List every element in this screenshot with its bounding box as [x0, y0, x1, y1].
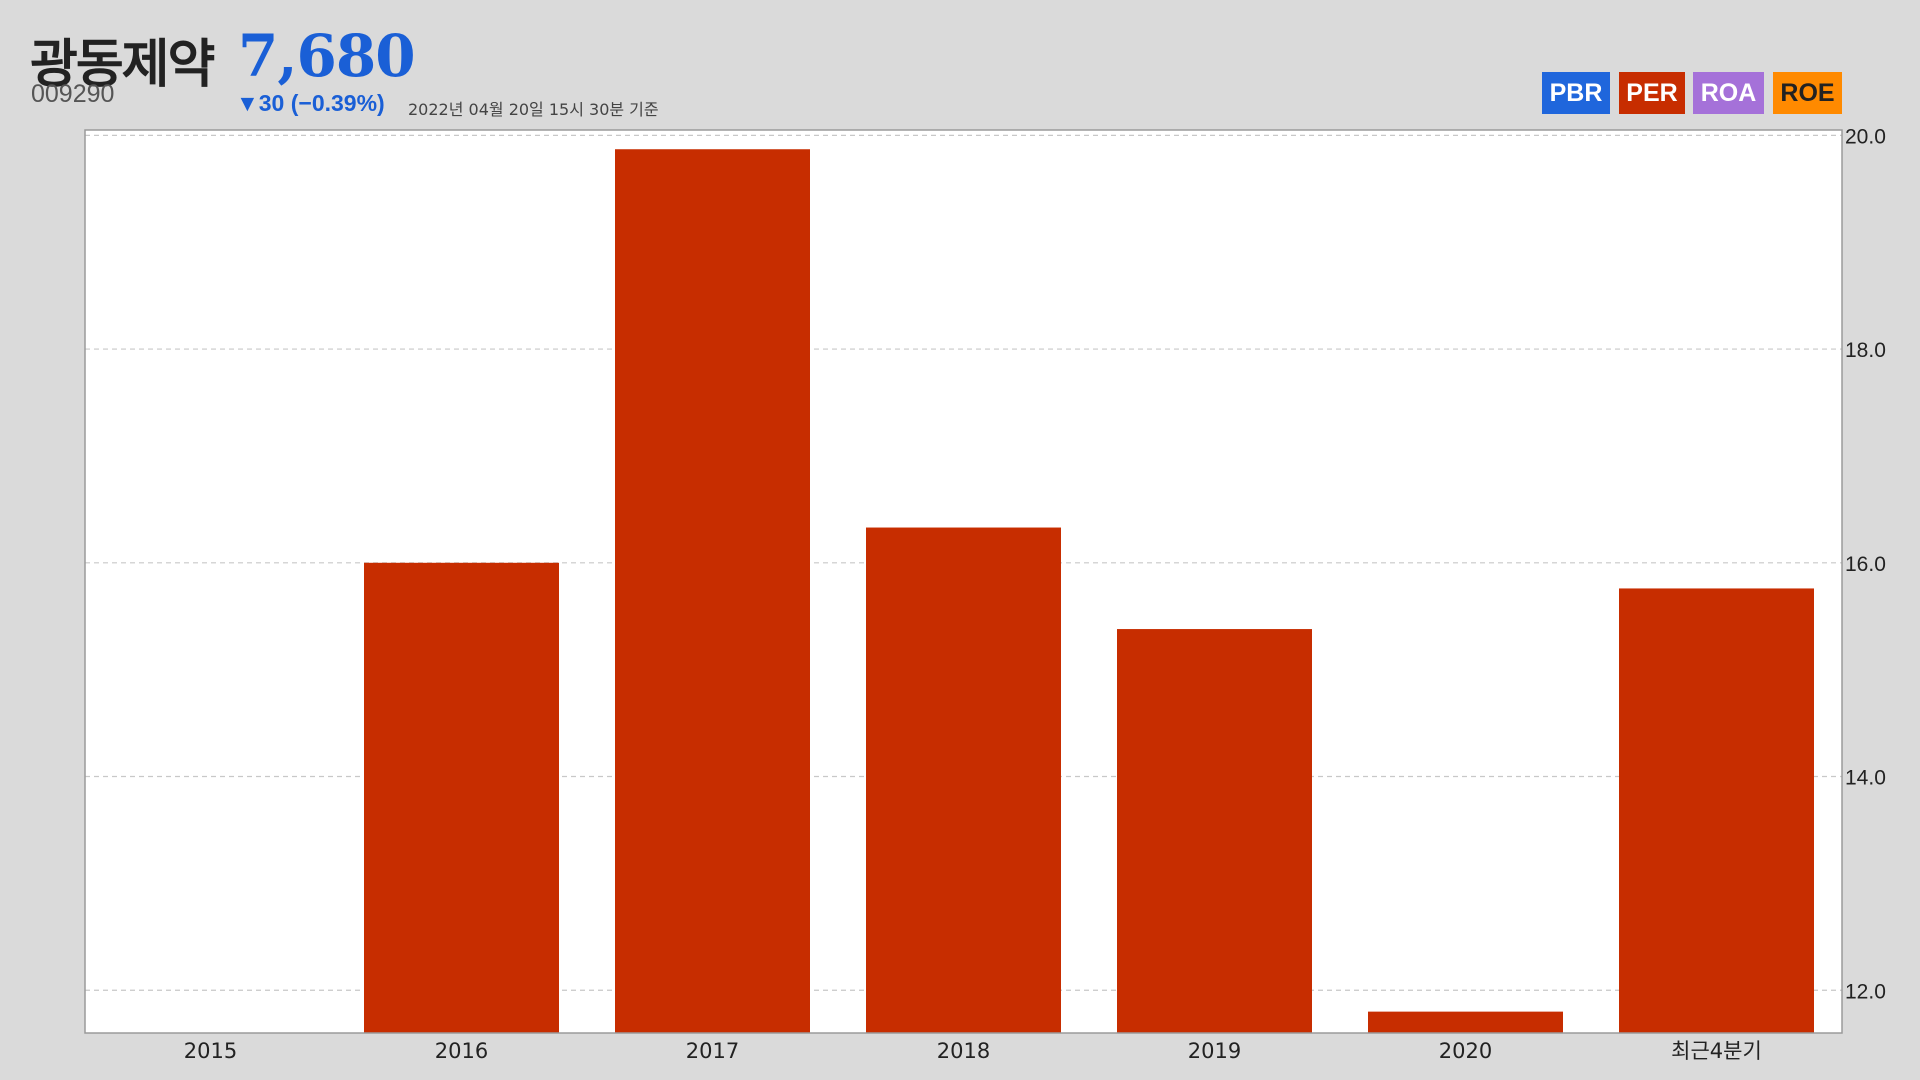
bar-2019	[1117, 629, 1312, 1033]
x-tick-label: 2017	[686, 1039, 739, 1063]
x-tick-label: 2019	[1188, 1039, 1241, 1063]
legend-per-button[interactable]: PER	[1619, 72, 1685, 114]
bar-최근4분기	[1619, 588, 1814, 1033]
price-change: ▼30 (−0.39%)	[236, 90, 385, 116]
y-tick-label: 20.0	[1845, 125, 1886, 148]
stock-code: 009290	[31, 80, 115, 108]
x-tick-label: 2018	[937, 1039, 990, 1063]
x-tick-label: 최근4분기	[1671, 1039, 1762, 1063]
y-tick-label: 16.0	[1845, 553, 1886, 576]
bar-2016	[364, 562, 559, 1033]
x-tick-label: 2016	[435, 1039, 488, 1063]
stock-price: 7,680	[238, 22, 416, 90]
y-tick-label: 18.0	[1845, 339, 1886, 362]
timestamp: 2022년 04월 20일 15시 30분 기준	[408, 100, 659, 119]
plot-frame	[84, 129, 1843, 1034]
y-tick-label: 14.0	[1845, 767, 1886, 790]
x-tick-label: 2020	[1439, 1039, 1492, 1063]
legend-pbr-button[interactable]: PBR	[1542, 72, 1610, 114]
bar-2017	[615, 149, 810, 1034]
x-tick-label: 2015	[184, 1039, 237, 1063]
legend-roe-button[interactable]: ROE	[1773, 72, 1842, 114]
y-tick-label: 12.0	[1845, 980, 1886, 1003]
bar-2020	[1368, 1011, 1563, 1033]
legend-roa-button[interactable]: ROA	[1693, 72, 1764, 114]
company-name: 광동제약	[30, 35, 215, 95]
bar-2018	[866, 527, 1061, 1033]
